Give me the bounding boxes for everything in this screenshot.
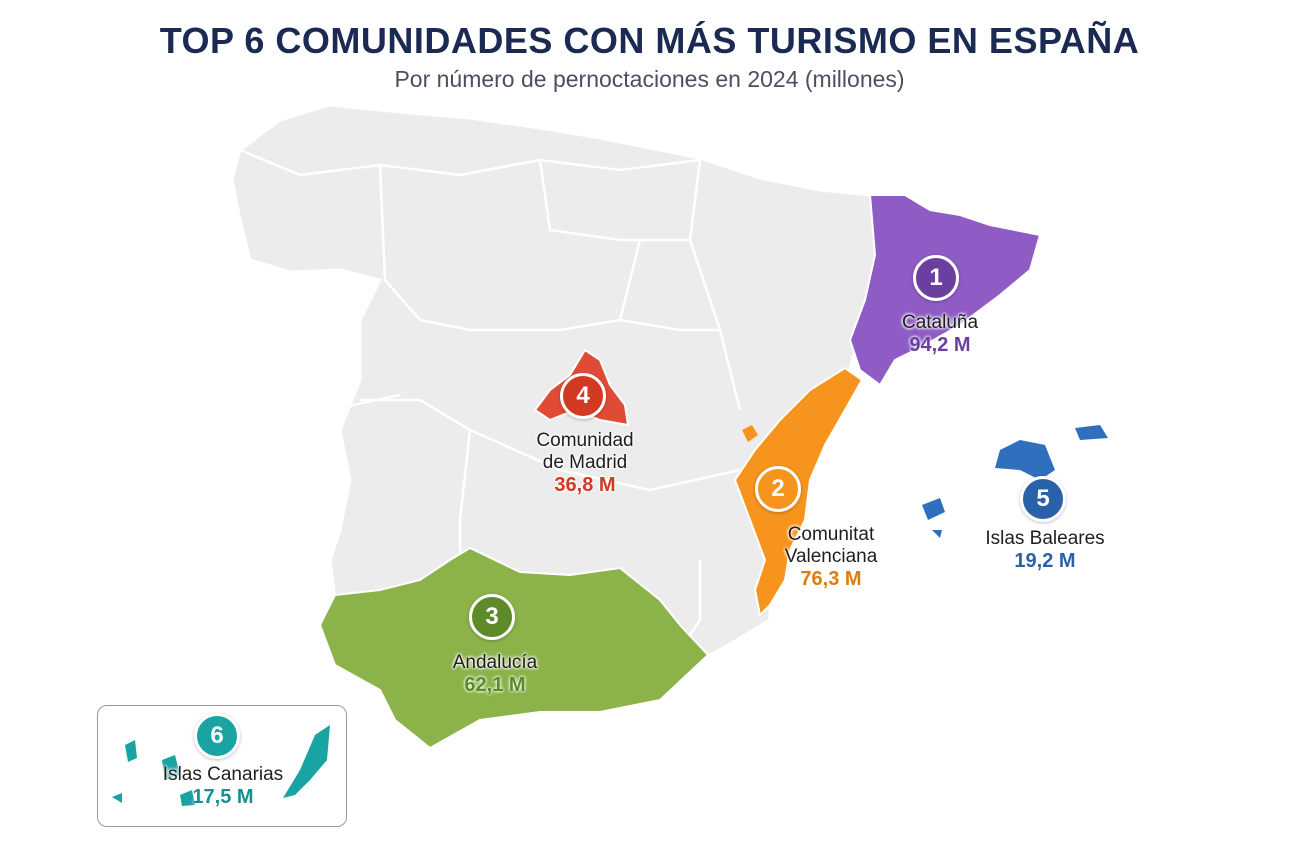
region-valenciana-enclave bbox=[742, 425, 758, 442]
rank-badge-3: 3 bbox=[469, 594, 515, 640]
label-canarias: Islas Canarias 17,5 M bbox=[148, 764, 298, 809]
label-madrid: Comunidad de Madrid 36,8 M bbox=[525, 430, 645, 497]
label-valenciana: Comunitat Valenciana 76,3 M bbox=[770, 524, 892, 591]
region-value: 62,1 M bbox=[464, 673, 526, 696]
label-cataluna: Cataluña 94,2 M bbox=[870, 312, 1010, 357]
label-andalucia: Andalucía 62,1 M bbox=[420, 652, 570, 697]
region-name: Cataluña bbox=[901, 312, 979, 333]
region-name: Islas Canarias bbox=[162, 764, 284, 785]
region-name: Comunidad de Madrid bbox=[536, 430, 634, 473]
region-name: Andalucía bbox=[452, 652, 538, 673]
rank-badge-4: 4 bbox=[560, 373, 606, 419]
region-value: 94,2 M bbox=[909, 333, 971, 356]
map-title: TOP 6 COMUNIDADES CON MÁS TURISMO EN ESP… bbox=[159, 20, 1140, 61]
region-canarias bbox=[112, 725, 330, 806]
region-name: Comunitat Valenciana bbox=[784, 524, 878, 567]
label-baleares: Islas Baleares 19,2 M bbox=[970, 528, 1120, 573]
region-andalucia bbox=[318, 546, 710, 750]
canarias-inset-frame bbox=[97, 705, 347, 827]
region-value: 36,8 M bbox=[554, 473, 616, 496]
rank-badge-2: 2 bbox=[755, 466, 801, 512]
region-value: 19,2 M bbox=[1014, 549, 1076, 572]
region-baleares bbox=[922, 425, 1108, 538]
rank-badge-1: 1 bbox=[913, 255, 959, 301]
region-name: Islas Baleares bbox=[985, 528, 1105, 549]
region-value: 17,5 M bbox=[192, 785, 254, 808]
region-value: 76,3 M bbox=[800, 567, 862, 590]
rank-badge-6: 6 bbox=[194, 713, 240, 759]
rank-badge-5: 5 bbox=[1020, 476, 1066, 522]
map-subtitle: Por número de pernoctaciones en 2024 (mi… bbox=[394, 66, 905, 92]
